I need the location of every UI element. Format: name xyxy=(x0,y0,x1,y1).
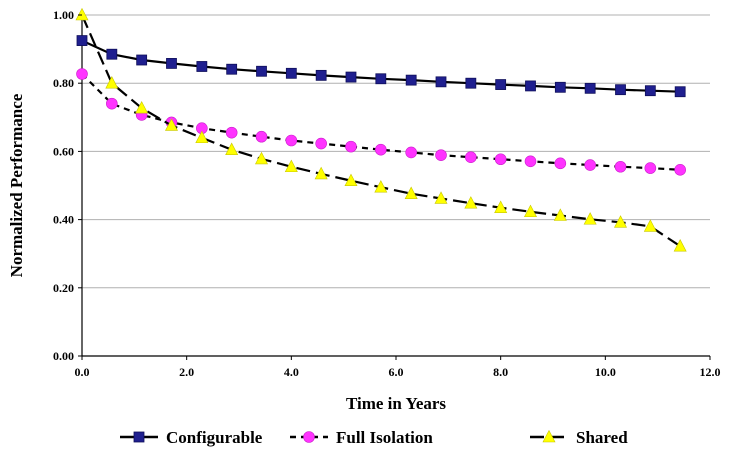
tick-label-x: 0.0 xyxy=(75,365,90,379)
tick-label-y: 0.40 xyxy=(53,213,74,227)
data-point-configurable xyxy=(554,81,566,93)
data-point-configurable xyxy=(106,48,118,60)
data-point-full-isolation xyxy=(435,149,447,161)
legend-item-full-isolation: Full Isolation xyxy=(290,428,433,447)
data-point-shared xyxy=(284,159,298,173)
data-point-configurable xyxy=(584,82,596,94)
data-point-full-isolation xyxy=(345,140,357,153)
data-point-full-isolation xyxy=(494,153,507,166)
data-point-shared xyxy=(195,130,209,144)
data-point-full-isolation xyxy=(524,155,537,168)
data-point-shared xyxy=(434,191,448,204)
data-point-full-isolation xyxy=(674,164,686,176)
data-point-full-isolation xyxy=(644,162,657,174)
data-point-shared xyxy=(614,215,628,228)
data-point-shared xyxy=(464,196,478,209)
data-point-full-isolation xyxy=(285,134,298,147)
tick-label-x: 4.0 xyxy=(284,365,299,379)
data-point-configurable xyxy=(285,67,297,79)
data-point-full-isolation xyxy=(554,157,567,170)
data-point-shared xyxy=(494,200,508,213)
data-point-full-isolation xyxy=(315,137,327,150)
data-point-configurable xyxy=(315,69,327,81)
data-point-shared xyxy=(673,239,687,252)
data-point-shared xyxy=(225,142,239,155)
y-axis-title: Normalized Performance xyxy=(7,93,26,277)
data-point-shared xyxy=(404,186,418,199)
tick-label-y: 1.00 xyxy=(53,8,74,22)
data-point-configurable xyxy=(465,77,477,89)
legend-item-shared: Shared xyxy=(530,428,628,447)
series-layer xyxy=(75,7,687,252)
x-axis-title: Time in Years xyxy=(346,394,446,413)
data-point-shared xyxy=(164,118,178,131)
data-point-configurable xyxy=(615,84,626,96)
data-point-configurable xyxy=(525,80,536,92)
data-point-shared xyxy=(105,76,119,89)
data-point-shared xyxy=(255,151,268,165)
data-point-full-isolation xyxy=(76,68,88,80)
tick-label-y: 0.80 xyxy=(53,76,74,90)
tick-label-x: 10.0 xyxy=(595,365,616,379)
tick-label-y: 0.20 xyxy=(53,281,74,295)
data-point-shared xyxy=(75,7,89,21)
data-point-full-isolation xyxy=(375,143,387,156)
tick-label-y: 0.60 xyxy=(53,144,74,158)
legend-marker-full-isolation xyxy=(303,431,315,443)
data-point-configurable xyxy=(405,74,417,86)
tick-label-x: 8.0 xyxy=(493,365,508,379)
legend-marker-configurable xyxy=(133,431,145,443)
data-point-configurable xyxy=(674,86,686,98)
legend-label-full-isolation: Full Isolation xyxy=(336,428,433,447)
data-point-full-isolation xyxy=(584,159,596,171)
data-point-configurable xyxy=(256,65,267,77)
data-point-configurable xyxy=(435,76,447,88)
data-point-shared xyxy=(643,219,657,232)
series-configurable xyxy=(76,35,686,98)
data-point-configurable xyxy=(495,79,507,90)
ticks-layer: 0.00 0.20 0.40 0.60 0.80 1.00 0.0 2.0 4.0 6.0 8.0 1… xyxy=(53,8,721,379)
tick-label-x: 12.0 xyxy=(700,365,721,379)
data-point-full-isolation xyxy=(405,146,417,159)
series-line-full-isolation xyxy=(81,73,681,171)
data-point-configurable xyxy=(76,35,88,46)
legend-label-shared: Shared xyxy=(576,428,628,447)
data-point-configurable xyxy=(644,85,656,97)
data-point-full-isolation xyxy=(255,130,268,143)
data-point-full-isolation xyxy=(465,151,477,163)
tick-label-x: 6.0 xyxy=(389,365,404,379)
data-point-shared xyxy=(314,166,328,180)
data-point-configurable xyxy=(375,73,387,85)
tick-label-x: 2.0 xyxy=(179,365,194,379)
legend-marker-shared xyxy=(542,429,556,443)
data-point-full-isolation xyxy=(106,97,118,110)
legend-item-configurable: Configurable xyxy=(120,428,263,447)
data-point-shared xyxy=(583,212,597,225)
tick-label-y: 0.00 xyxy=(53,349,74,363)
data-point-shared xyxy=(344,173,358,187)
legend: Configurable Full Isolation Shared xyxy=(120,428,628,447)
data-point-configurable xyxy=(196,61,208,72)
data-point-configurable xyxy=(136,54,148,66)
data-point-full-isolation xyxy=(225,126,238,139)
data-point-configurable xyxy=(226,63,238,75)
data-point-full-isolation xyxy=(614,160,627,173)
series-shared xyxy=(75,7,687,252)
data-point-shared xyxy=(374,180,388,193)
data-point-shared xyxy=(553,208,567,221)
data-point-configurable xyxy=(166,58,177,69)
legend-label-configurable: Configurable xyxy=(166,428,263,447)
data-point-shared xyxy=(135,100,149,114)
data-point-shared xyxy=(524,204,537,218)
data-point-configurable xyxy=(345,71,357,83)
